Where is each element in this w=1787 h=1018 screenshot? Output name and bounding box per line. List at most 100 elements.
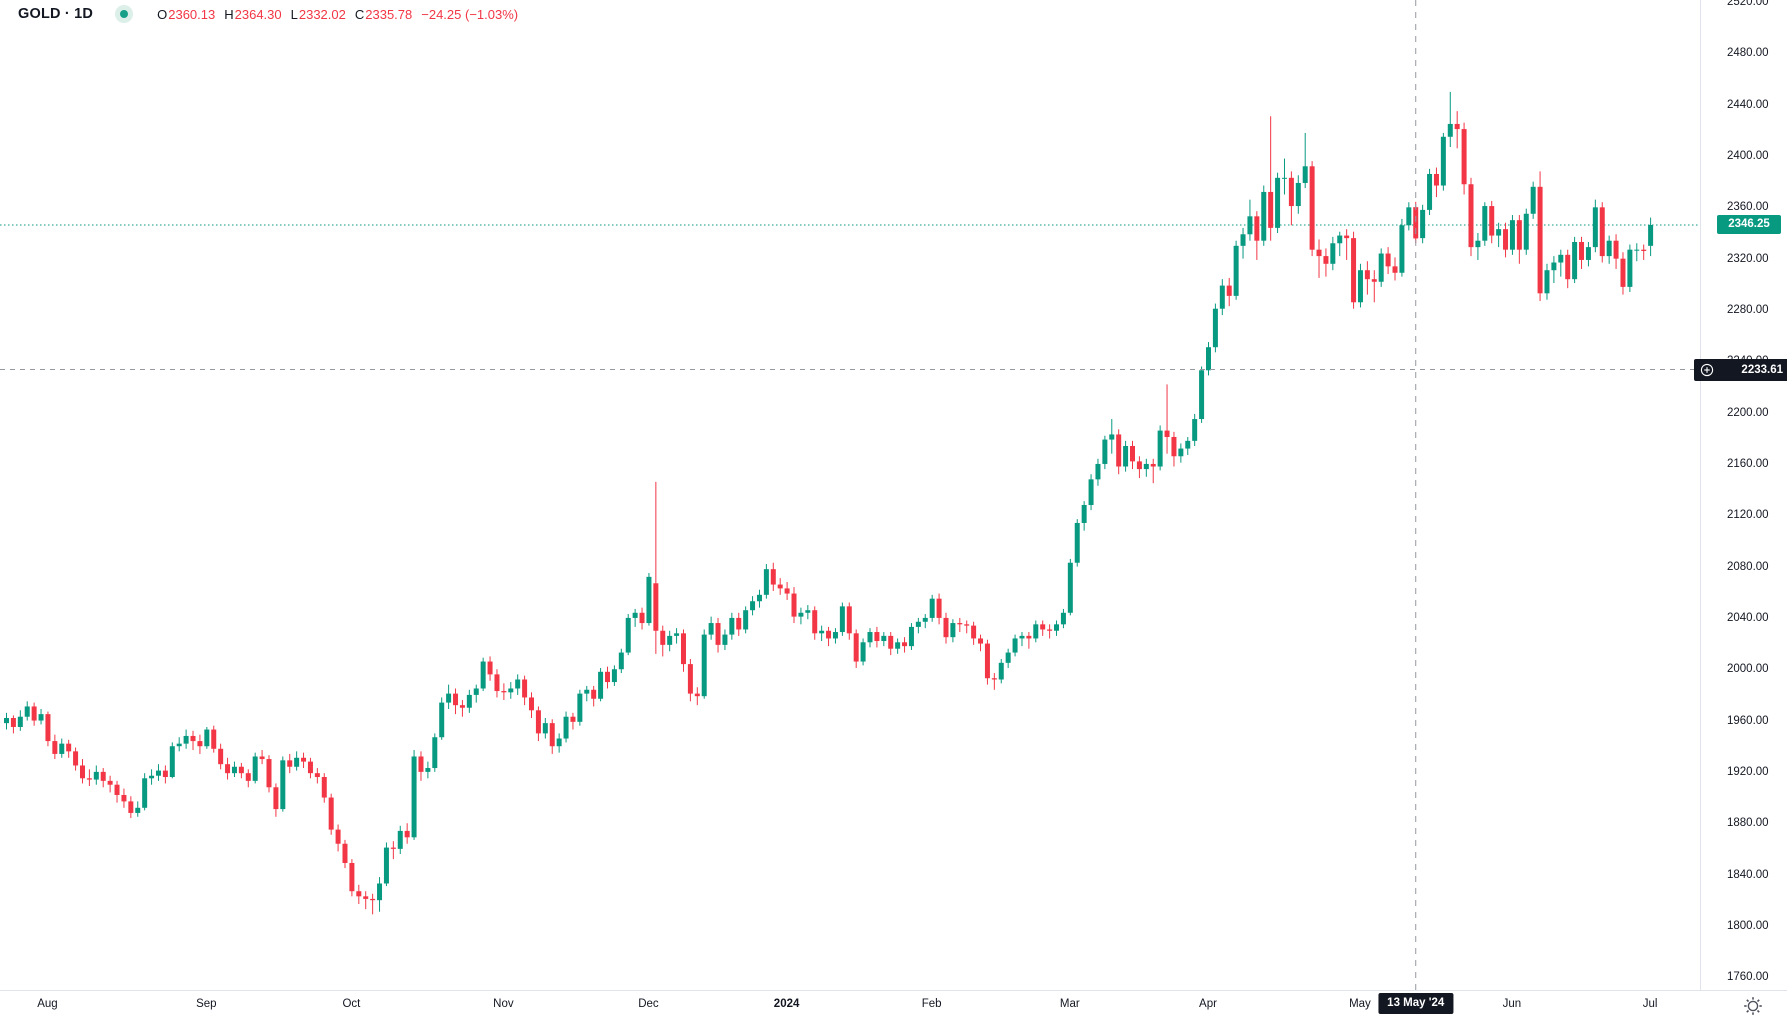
candle-body <box>1406 207 1412 226</box>
candle-body <box>59 743 65 754</box>
candle-body <box>121 794 127 802</box>
candle-body <box>1371 279 1377 282</box>
candle-body <box>1060 612 1066 625</box>
chart-plot-area[interactable]: GOLD · 1D O 2360.13 H 2364.30 L 2332.02 C 23… <box>0 0 1700 990</box>
candle-body <box>542 723 548 734</box>
candle-body <box>1454 123 1460 130</box>
candle-body <box>1074 522 1080 563</box>
candle-body <box>570 716 576 722</box>
candle-body <box>1551 262 1557 271</box>
candle-body <box>1275 177 1281 228</box>
candle-body <box>1606 240 1612 257</box>
candle-body <box>667 635 673 645</box>
candle-body <box>902 642 908 647</box>
symbol-title[interactable]: GOLD · 1D <box>18 6 94 22</box>
candle-body <box>1579 241 1585 260</box>
candle-body <box>770 569 776 585</box>
candle-body <box>1316 249 1322 257</box>
candle-body <box>1558 254 1564 263</box>
candle-body <box>632 612 638 618</box>
candle-body <box>1440 136 1446 186</box>
candle-body <box>335 829 341 844</box>
close-value: 2335.78 <box>365 6 413 22</box>
candle-body <box>1067 562 1073 613</box>
candle-body <box>225 764 231 774</box>
candle-body <box>1427 173 1433 210</box>
time-tick-label: Aug <box>37 998 58 1010</box>
candle-body <box>86 778 92 780</box>
candle-body <box>846 606 852 634</box>
candle-body <box>1012 638 1018 653</box>
time-axis[interactable]: 13 May '24 Aug Sep Oct Nov Dec 2024 Feb Mar Apr M… <box>0 990 1787 1018</box>
candle-body <box>1503 229 1509 250</box>
candle-body <box>73 751 79 766</box>
candle-body <box>522 679 528 698</box>
candle-body <box>162 770 168 778</box>
candle-body <box>694 693 700 697</box>
candle-body <box>100 771 106 781</box>
candle-body <box>1054 624 1060 631</box>
candle-body <box>107 780 113 785</box>
candle-body <box>1447 123 1453 137</box>
time-tick-label: Sep <box>196 998 217 1010</box>
price-tick-label: 2120.00 <box>1727 509 1769 522</box>
candle-body <box>805 610 811 613</box>
candle-body <box>1572 241 1578 280</box>
candle-body <box>1192 419 1198 441</box>
candle-body <box>342 843 348 863</box>
candle-body <box>10 717 16 727</box>
candle-body <box>1081 505 1087 523</box>
candle-body <box>1627 249 1633 287</box>
candle-body <box>1357 270 1363 303</box>
price-tick-label: 2400.00 <box>1727 150 1769 163</box>
candle-body <box>998 662 1004 680</box>
candle-body <box>480 661 486 689</box>
market-status-dot <box>120 10 129 18</box>
ohlc-values: O 2360.13 H 2364.30 L 2332.02 C 2335.78 −24.… <box>157 7 518 22</box>
crosshair-date-badge: 13 May '24 <box>1378 993 1454 1014</box>
market-status-icon[interactable] <box>115 5 134 23</box>
candle-body <box>280 760 286 810</box>
candle-body <box>259 756 265 760</box>
candle-body <box>660 630 666 645</box>
candle-body <box>639 612 645 624</box>
price-tick-label: 1880.00 <box>1727 817 1769 830</box>
candle-body <box>432 737 438 769</box>
candle-body <box>915 621 921 627</box>
candle-body <box>1309 166 1315 250</box>
candle-body <box>425 768 431 772</box>
candle-body <box>1102 439 1108 464</box>
candle-body <box>777 584 783 589</box>
settings-gear-icon[interactable] <box>1742 995 1764 1017</box>
candle-body <box>314 773 320 778</box>
candle-body <box>169 746 175 778</box>
candle-body <box>1150 463 1156 467</box>
price-tick-label: 2360.00 <box>1727 201 1769 214</box>
candle-body <box>356 891 362 897</box>
candle-body <box>1496 229 1502 236</box>
candle-body <box>1337 235 1343 244</box>
candle-body <box>964 624 970 626</box>
candle-body <box>1033 624 1039 639</box>
candle-body <box>874 632 880 642</box>
candle-body <box>1136 461 1142 470</box>
candle-body <box>674 633 680 636</box>
close-label: C <box>354 6 365 22</box>
candle-body <box>1302 166 1308 183</box>
candle-body <box>411 756 417 838</box>
candle-body <box>722 634 728 645</box>
candle-body <box>1585 247 1591 260</box>
candle-body <box>501 691 507 693</box>
price-axis[interactable]: 2520.00 2480.00 2440.00 2400.00 2360.00 2320.… <box>1694 0 1787 990</box>
candle-body <box>1247 216 1253 235</box>
candle-body <box>1095 463 1101 480</box>
candle-body <box>1599 207 1605 257</box>
candle-body <box>404 830 410 838</box>
candle-body <box>1288 177 1294 207</box>
candle-body <box>1634 249 1640 251</box>
candle-body <box>950 623 956 638</box>
candle-body <box>1530 186 1536 214</box>
candle-body <box>1433 173 1439 186</box>
candle-body <box>1544 270 1550 294</box>
